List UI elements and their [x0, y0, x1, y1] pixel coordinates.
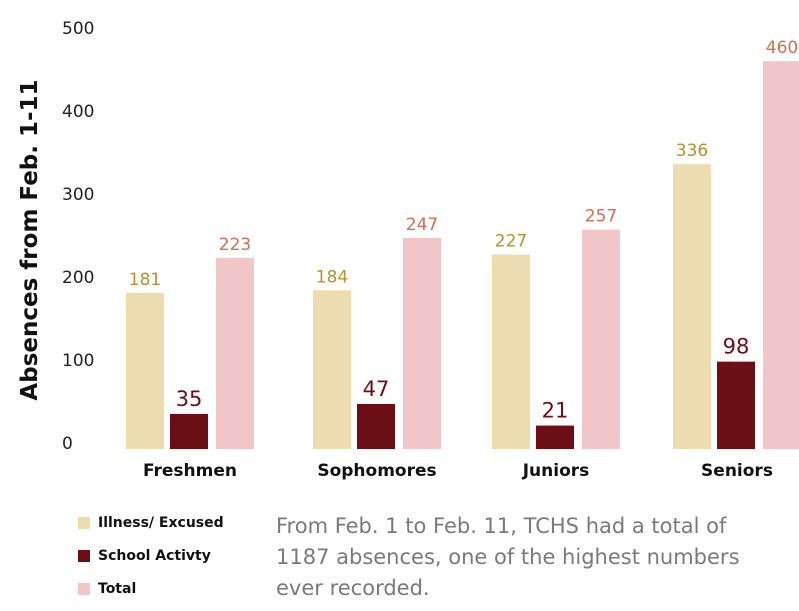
- bar-school-activty-sophomores: [357, 403, 395, 449]
- y-tick-label-400: 400: [62, 102, 94, 122]
- y-tick-label-500: 500: [62, 19, 94, 39]
- x-tick-label-juniors: Juniors: [522, 461, 590, 481]
- legend: Illness/ Excused School Activty Total: [78, 512, 224, 611]
- value-label-school-activty-freshmen: 35: [176, 387, 203, 411]
- bar-school-activty-seniors: [717, 361, 755, 449]
- y-tick-label-0: 0: [62, 434, 73, 454]
- bar-total-juniors: [582, 229, 620, 449]
- y-axis-title: Absences from Feb. 1-11: [17, 79, 43, 401]
- legend-swatch-illness: [78, 517, 90, 529]
- bar-illness-excused-seniors: [673, 164, 711, 449]
- x-tick-label-sophomores: Sophomores: [317, 461, 436, 481]
- bar-chart: 0 100 200 300 400 500 181 35 223 Freshmen 184 47 247…: [62, 19, 799, 481]
- value-label-total-sophomores: 247: [406, 215, 438, 235]
- value-label-total-seniors: 460: [766, 38, 798, 58]
- caption-line-2: 1187 absences, one of the highest number…: [276, 545, 740, 569]
- caption-line-3: ever recorded.: [276, 576, 430, 600]
- legend-item-illness: Illness/ Excused: [78, 512, 224, 534]
- caption-line-1: From Feb. 1 to Feb. 11, TCHS had a total…: [276, 514, 727, 538]
- legend-item-total: Total: [78, 578, 224, 600]
- bar-total-seniors: [763, 61, 799, 449]
- value-label-illness-excused-juniors: 227: [495, 232, 527, 252]
- bar-school-activty-juniors: [536, 425, 574, 449]
- y-tick-label-300: 300: [62, 185, 94, 205]
- value-label-illness-excused-seniors: 336: [676, 141, 708, 161]
- value-label-school-activty-sophomores: 47: [363, 377, 390, 401]
- legend-label-school-activity: School Activty: [98, 548, 211, 564]
- x-tick-label-freshmen: Freshmen: [143, 461, 237, 481]
- value-label-total-juniors: 257: [585, 207, 617, 227]
- value-label-illness-excused-freshmen: 181: [129, 270, 161, 290]
- bar-total-sophomores: [403, 237, 441, 449]
- y-tick-label-100: 100: [62, 351, 94, 371]
- x-tick-label-seniors: Seniors: [701, 461, 773, 481]
- legend-label-illness: Illness/ Excused: [98, 515, 224, 531]
- value-label-school-activty-seniors: 98: [723, 335, 750, 359]
- y-axis-title-container: Absences from Feb. 1-11: [0, 0, 60, 460]
- y-tick-label-200: 200: [62, 268, 94, 288]
- caption: From Feb. 1 to Feb. 11, TCHS had a total…: [276, 511, 799, 605]
- bar-school-activty-freshmen: [170, 413, 208, 449]
- legend-swatch-school-activity: [78, 550, 90, 562]
- bar-total-freshmen: [216, 257, 254, 449]
- legend-swatch-total: [78, 583, 90, 595]
- bar-illness-excused-sophomores: [313, 290, 351, 449]
- value-label-school-activty-juniors: 21: [542, 399, 569, 423]
- bar-illness-excused-juniors: [492, 254, 530, 449]
- value-label-total-freshmen: 223: [219, 235, 251, 255]
- legend-item-school-activity: School Activty: [78, 545, 224, 567]
- value-label-illness-excused-sophomores: 184: [316, 267, 348, 287]
- legend-label-total: Total: [98, 581, 137, 597]
- bar-illness-excused-freshmen: [126, 292, 164, 449]
